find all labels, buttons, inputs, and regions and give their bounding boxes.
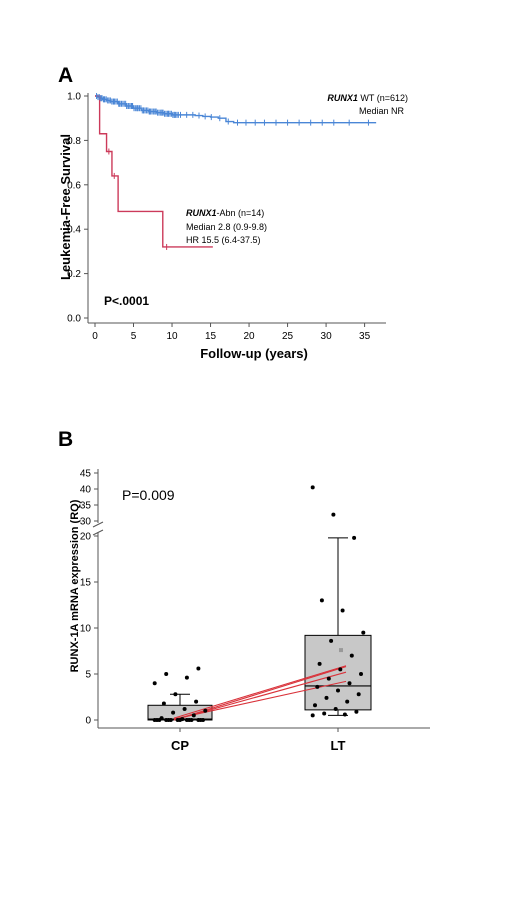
b-y-tick-label: 45 bbox=[80, 469, 92, 480]
a-y-tick-label: 0.4 bbox=[67, 225, 81, 236]
abn-gene: RUNX1 bbox=[186, 208, 217, 218]
a-x-tick-label: 15 bbox=[205, 331, 217, 342]
wt-n: WT (n=612) bbox=[358, 93, 408, 103]
a-x-tick-label: 5 bbox=[131, 331, 137, 342]
b-data-point bbox=[152, 681, 157, 686]
panel-b-box-chart: B 0 5 10 15 20 30 35 40 45 CP LT P=0.009 RUNX-1A m… bbox=[58, 428, 430, 753]
b-y-tick-label: 40 bbox=[80, 485, 92, 496]
abn-legend-line2: Median 2.8 (0.9-9.8) bbox=[186, 222, 267, 232]
panel-a-p-value: P<.0001 bbox=[104, 294, 149, 308]
a-y-tick-label: 0.8 bbox=[67, 136, 81, 147]
b-y-tick-label: 30 bbox=[80, 517, 92, 528]
a-y-tick-label: 1.0 bbox=[67, 92, 81, 103]
a-x-tick-label: 35 bbox=[359, 331, 371, 342]
b-data-point bbox=[333, 706, 338, 711]
b-data-point bbox=[319, 598, 324, 603]
b-data-point bbox=[180, 717, 185, 722]
a-x-tick-label: 20 bbox=[243, 331, 255, 342]
b-data-point bbox=[173, 692, 178, 697]
a-y-tick-label: 0.0 bbox=[67, 314, 81, 325]
b-data-point bbox=[342, 712, 347, 717]
b-box-LT bbox=[304, 634, 372, 711]
a-x-tick-label: 25 bbox=[282, 331, 294, 342]
a-y-tick-label: 0.6 bbox=[67, 180, 81, 191]
b-paired-line bbox=[173, 671, 347, 721]
b-data-point bbox=[171, 710, 176, 715]
wt-legend-line1: RUNX1 WT (n=612) bbox=[327, 93, 408, 103]
panel-b-p-value: P=0.009 bbox=[122, 487, 175, 503]
b-data-point bbox=[159, 716, 164, 721]
abn-legend-line3: HR 15.5 (6.4-37.5) bbox=[186, 235, 261, 245]
b-data-point bbox=[345, 699, 350, 704]
b-data-point bbox=[324, 695, 329, 700]
b-x-tick-label: LT bbox=[331, 738, 346, 753]
a-x-tick-label: 0 bbox=[92, 331, 98, 342]
b-data-point bbox=[191, 713, 196, 718]
b-data-point bbox=[310, 485, 315, 490]
b-data-point bbox=[310, 713, 315, 718]
panel-a-survival-chart: A 0 5 10 15 20 25 30 35 0.0 0.2 0.4 0.6 0.8 1.0 Follo… bbox=[58, 64, 408, 361]
wt-gene: RUNX1 bbox=[327, 93, 358, 103]
b-y-tick-label: 5 bbox=[85, 670, 91, 681]
wt-legend-line2: Median NR bbox=[359, 106, 405, 116]
b-paired-line bbox=[173, 665, 347, 719]
panel-a-xlabel: Follow-up (years) bbox=[200, 346, 308, 361]
b-data-point bbox=[182, 706, 187, 711]
panel-b-axes bbox=[92, 469, 430, 729]
b-data-point bbox=[326, 676, 331, 681]
b-data-point bbox=[161, 701, 166, 706]
b-data-point bbox=[317, 661, 322, 666]
b-axis-break-mark bbox=[92, 521, 104, 528]
b-data-point bbox=[359, 672, 363, 676]
b-y-tick-label: 0 bbox=[85, 716, 91, 727]
b-y-tick-label: 35 bbox=[80, 501, 92, 512]
b-mean-marker bbox=[339, 648, 343, 653]
b-data-point bbox=[340, 608, 345, 613]
a-y-tick-label: 0.2 bbox=[67, 269, 81, 280]
b-data-point bbox=[347, 681, 352, 686]
b-axis-break-mark bbox=[92, 529, 104, 536]
panel-a-axes bbox=[87, 93, 386, 324]
b-data-point bbox=[203, 708, 208, 713]
b-data-point bbox=[354, 709, 359, 714]
abn-n: -Abn (n=14) bbox=[217, 208, 265, 218]
abn-legend-line1: RUNX1-Abn (n=14) bbox=[186, 208, 264, 218]
panel-b-label: B bbox=[58, 428, 73, 451]
panel-b-ylabel: RUNX-1A mRNA expression (RQ) bbox=[69, 499, 81, 672]
panel-a-ticks: 0 5 10 15 20 25 30 35 0.0 0.2 0.4 0.6 0.8 1.0 bbox=[67, 92, 370, 343]
b-data-point bbox=[352, 535, 357, 540]
panel-b-paired-lines bbox=[173, 665, 347, 721]
panel-a-ylabel: Leukemia-Free Survival bbox=[58, 134, 73, 280]
b-data-point bbox=[361, 630, 366, 635]
a-x-tick-label: 10 bbox=[166, 331, 178, 342]
b-y-tick-label: 20 bbox=[80, 532, 92, 543]
b-data-point bbox=[349, 653, 354, 658]
b-data-point bbox=[356, 692, 361, 697]
b-data-point bbox=[168, 718, 173, 722]
b-data-point bbox=[315, 684, 320, 689]
panel-b-ticks: 0 5 10 15 20 30 35 40 45 CP LT bbox=[80, 469, 346, 754]
b-data-point bbox=[322, 711, 327, 716]
b-data-point bbox=[164, 672, 169, 676]
b-data-point bbox=[329, 638, 334, 643]
b-data-point bbox=[331, 512, 336, 517]
b-data-point bbox=[201, 718, 205, 722]
b-y-tick-label: 15 bbox=[80, 578, 92, 589]
b-data-point bbox=[189, 718, 194, 722]
panel-b-boxes bbox=[147, 537, 372, 721]
b-y-tick-label: 10 bbox=[80, 624, 92, 635]
b-data-point bbox=[194, 699, 199, 704]
panel-a-series bbox=[95, 93, 377, 250]
b-data-point bbox=[313, 703, 317, 708]
panel-b-points bbox=[152, 485, 366, 722]
b-data-point bbox=[196, 666, 201, 671]
b-data-point bbox=[338, 667, 343, 672]
b-data-point bbox=[336, 688, 340, 693]
b-data-point bbox=[184, 675, 189, 680]
a-x-tick-label: 30 bbox=[321, 331, 333, 342]
b-paired-line bbox=[173, 666, 347, 721]
b-x-tick-label: CP bbox=[171, 738, 189, 753]
panel-a-label: A bbox=[58, 64, 73, 87]
